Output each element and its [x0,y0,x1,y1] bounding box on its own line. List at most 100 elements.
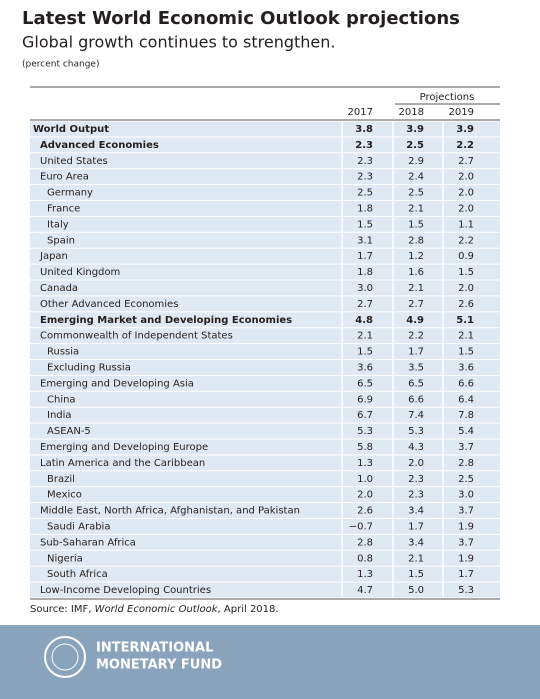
cell-value: −0.7 [349,521,373,532]
row-band [30,328,500,344]
source: Source: IMF, World Economic Outlook, Apr… [30,604,279,615]
cell-value: 4.9 [406,315,424,326]
cell-value: 2.1 [408,553,424,564]
row-label: United Kingdom [40,267,120,278]
cell-value: 3.7 [458,537,474,548]
row-label: Commonwealth of Independent States [40,331,233,342]
cell-value: 1.5 [357,347,373,358]
cell-value: 2.0 [458,203,474,214]
cell-value: 2.5 [408,188,424,199]
cell-value: 7.4 [408,410,424,421]
cell-value: 3.6 [458,362,474,373]
cell-value: 2.5 [458,474,474,485]
cell-value: 2.8 [408,235,424,246]
logo-line: INTERNATIONAL [96,641,213,656]
row-band [30,344,500,359]
row-label: Mexico [47,490,82,501]
cell-value: 2.4 [408,172,424,183]
row-band [30,185,500,200]
logo-line: MONETARY FUND [96,658,222,673]
row-label: ASEAN-5 [47,426,91,437]
cell-value: 2.8 [357,537,373,548]
row-band [30,312,500,328]
cell-value: 1.7 [408,347,424,358]
row-band [30,391,500,407]
cell-value: 1.0 [357,474,373,485]
cell-value: 1.6 [408,267,424,278]
cell-value: 4.8 [355,315,373,326]
cell-value: 1.7 [408,521,424,532]
cell-value: 2.0 [458,188,474,199]
row-label: China [47,394,76,405]
logo-seal-inner [51,643,79,671]
row-label: Germany [47,188,93,199]
row-band [30,264,500,280]
cell-value: 1.5 [458,267,474,278]
row-band [30,169,500,185]
row-band [30,455,500,471]
cell-value: 2.0 [357,490,373,501]
row-label: Euro Area [40,172,89,183]
cell-value: 1.9 [458,521,474,532]
cell-value: 2.3 [357,172,373,183]
row-band [30,534,500,550]
cell-value: 2.7 [458,156,474,167]
cell-value: 5.3 [357,426,373,437]
row-label: Emerging and Developing Asia [40,378,194,389]
cell-value: 2.1 [408,283,424,294]
row-label: Sub-Saharan Africa [40,537,136,548]
row-band [30,407,500,423]
row-label: Latin America and the Caribbean [40,458,205,469]
row-label: Advanced Economies [40,140,159,151]
row-band [30,121,500,137]
row-band [30,423,500,439]
cell-value: 1.2 [408,251,424,262]
unit: (percent change) [22,60,99,70]
row-label: Spain [47,235,75,246]
row-label: United States [40,156,108,167]
cell-value: 1.5 [458,347,474,358]
row-label: Saudi Arabia [47,521,110,532]
row-band [30,296,500,312]
cell-value: 5.0 [408,585,424,596]
cell-value: 6.6 [408,394,424,405]
cell-value: 1.7 [458,569,474,580]
row-band [30,137,500,153]
row-band [30,201,500,216]
cell-value: 5.1 [456,315,474,326]
source-text: Source: IMF, [30,604,95,615]
cell-value: 2.2 [456,140,474,151]
row-band [30,566,500,582]
cell-value: 3.0 [458,490,474,501]
cell-value: 3.9 [406,124,424,135]
cell-value: 1.5 [408,569,424,580]
row-label: South Africa [47,569,108,580]
cell-value: 4.7 [357,585,373,596]
row-label: World Output [33,124,109,135]
logo-seal [44,636,86,678]
row-label: Middle East, North Africa, Afghanistan, … [40,506,300,517]
cell-value: 2.2 [458,235,474,246]
row-band [30,503,500,518]
row-label: Italy [47,219,69,230]
cell-value: 6.5 [408,378,424,389]
cell-value: 2.5 [406,140,424,151]
subtitle: Global growth continues to strengthen. [22,33,335,52]
cell-value: 1.8 [357,267,373,278]
cell-value: 2.7 [357,299,373,310]
cell-value: 2.3 [408,474,424,485]
cell-value: 6.4 [458,394,474,405]
cell-value: 1.9 [458,553,474,564]
cell-value: 2.3 [357,156,373,167]
row-band [30,550,500,566]
cell-value: 3.1 [357,235,373,246]
row-label: Canada [40,283,78,294]
row-band [30,519,500,534]
cell-value: 6.7 [357,410,373,421]
cell-value: 3.4 [408,506,424,517]
cell-value: 3.9 [456,124,474,135]
cell-value: 5.3 [408,426,424,437]
cell-value: 6.6 [458,378,474,389]
cell-value: 1.7 [357,251,373,262]
cell-value: 1.3 [357,458,373,469]
